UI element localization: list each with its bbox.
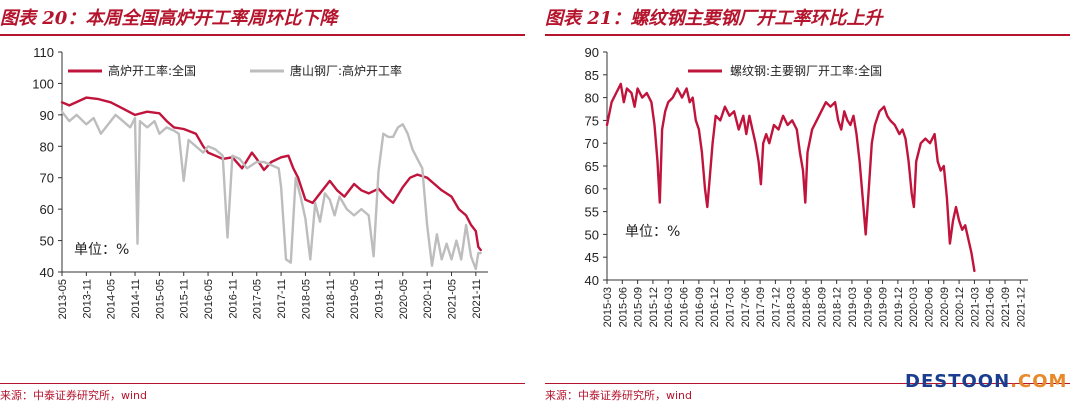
x-tick-label: 2020-11 <box>422 279 434 319</box>
x-tick-label: 2019-09 <box>878 287 890 327</box>
y-tick-label: 85 <box>585 68 599 83</box>
x-tick-label: 2016-09 <box>694 287 706 327</box>
y-tick-label: 70 <box>40 171 54 186</box>
rebar-mill-line-chart: 40 45 50 55 60 65 70 75 80 85 90 2015-03 2015-06 2015… <box>585 45 1028 327</box>
x-tick-label: 2015-09 <box>633 287 645 327</box>
y-tick-label: 80 <box>585 91 599 106</box>
x-tick-label: 2019-03 <box>847 287 859 327</box>
title-divider <box>0 34 525 36</box>
y-tick-label: 90 <box>40 108 54 123</box>
y-tick-label: 40 <box>40 265 54 280</box>
legend-label: 高炉开工率:全国 <box>108 63 196 78</box>
y-tick-label: 75 <box>585 113 599 128</box>
destoon-watermark-logo: DESTOON.COM <box>905 371 1068 392</box>
rebar-mill-chart-panel: 图表 21：螺纹钢主要钢厂开工率环比上升 40 45 50 55 60 65 70 75 80 8… <box>545 0 1070 405</box>
x-tick-label: 2015-06 <box>617 287 629 327</box>
x-tick-label: 2017-11 <box>276 279 288 319</box>
x-tick-label: 2020-12 <box>954 287 966 327</box>
series-line-0 <box>60 96 482 252</box>
x-tick-label: 2018-05 <box>300 279 312 319</box>
x-tick-label: 2020-05 <box>398 279 410 319</box>
x-tick-label: 2021-12 <box>1015 287 1027 327</box>
source-divider <box>0 383 525 384</box>
x-tick-label: 2015-03 <box>602 287 614 327</box>
x-tick-label: 2015-11 <box>179 279 191 319</box>
y-tick-label: 50 <box>40 234 54 249</box>
x-tick-label: 2016-11 <box>227 279 239 319</box>
y-tick-label: 45 <box>585 250 599 265</box>
x-tick-label: 2021-06 <box>985 287 997 327</box>
title-divider <box>545 34 1070 36</box>
unit-note: 单位：% <box>74 242 129 258</box>
series-line-1 <box>60 110 482 271</box>
x-tick-label: 2018-09 <box>816 287 828 327</box>
x-tick-label: 2016-03 <box>663 287 675 327</box>
y-tick-label: 100 <box>32 76 54 91</box>
x-tick-label: 2020-09 <box>939 287 951 327</box>
legend-label: 唐山钢厂:高炉开工率 <box>290 63 402 78</box>
blast-furnace-chart-panel: 图表 20：本周全国高炉开工率周环比下降 40 50 60 70 80 90 100 110 2… <box>0 0 525 405</box>
source-note: 来源：中泰证券研究所，wind <box>0 389 148 402</box>
x-tick-label: 2019-06 <box>862 287 874 327</box>
x-tick-label: 2019-12 <box>893 287 905 327</box>
y-tick-label: 110 <box>33 45 54 60</box>
x-tick-label: 2017-05 <box>252 279 264 319</box>
x-tick-label: 2020-03 <box>908 287 920 327</box>
x-tick-label: 2017-03 <box>724 287 736 327</box>
x-tick-label: 2021-05 <box>446 279 458 319</box>
chart-title: 图表 20：本周全国高炉开工率周环比下降 <box>0 8 338 29</box>
x-tick-label: 2017-12 <box>770 287 782 327</box>
x-tick-label: 2014-05 <box>106 279 118 319</box>
legend-label: 螺纹钢:主要钢厂开工率:全国 <box>730 63 882 78</box>
y-tick-label: 60 <box>585 182 599 197</box>
blast-furnace-line-chart: 40 50 60 70 80 90 100 110 2013-05 2013-11 2014-05 2… <box>32 45 488 319</box>
x-tick-label: 2013-05 <box>57 279 69 319</box>
source-note: 来源：中泰证券研究所，wind <box>545 389 693 402</box>
x-tick-label: 2016-06 <box>679 287 691 327</box>
x-tick-label: 2016-05 <box>203 279 215 319</box>
series-line-0 <box>605 82 976 273</box>
x-tick-label: 2016-12 <box>709 287 721 327</box>
x-tick-label: 2018-03 <box>786 287 798 327</box>
x-tick-label: 2017-09 <box>755 287 767 327</box>
x-tick-label: 2019-11 <box>373 279 385 319</box>
y-tick-label: 90 <box>585 45 599 60</box>
y-tick-label: 60 <box>40 202 54 217</box>
y-tick-label: 40 <box>585 273 599 288</box>
x-tick-label: 2013-11 <box>81 279 93 319</box>
y-tick-label: 55 <box>585 205 599 220</box>
x-tick-label: 2021-11 <box>471 279 483 319</box>
y-tick-label: 80 <box>40 139 54 154</box>
y-tick-label: 70 <box>585 136 599 151</box>
x-tick-label: 2018-12 <box>832 287 844 327</box>
y-tick-label: 50 <box>585 227 599 242</box>
y-tick-label: 65 <box>585 159 599 174</box>
x-tick-label: 2018-06 <box>801 287 813 327</box>
chart-title: 图表 21：螺纹钢主要钢厂开工率环比上升 <box>545 8 883 29</box>
x-tick-label: 2021-09 <box>1000 287 1012 327</box>
x-tick-label: 2021-03 <box>969 287 981 327</box>
x-tick-label: 2017-06 <box>740 287 752 327</box>
unit-note: 单位：% <box>625 224 680 240</box>
x-tick-label: 2018-11 <box>325 279 337 319</box>
x-tick-label: 2014-11 <box>130 279 142 319</box>
x-tick-label: 2019-05 <box>349 279 361 319</box>
x-tick-label: 2015-12 <box>648 287 660 327</box>
x-tick-label: 2020-06 <box>923 287 935 327</box>
x-tick-label: 2015-05 <box>154 279 166 319</box>
source-divider <box>545 383 1070 384</box>
